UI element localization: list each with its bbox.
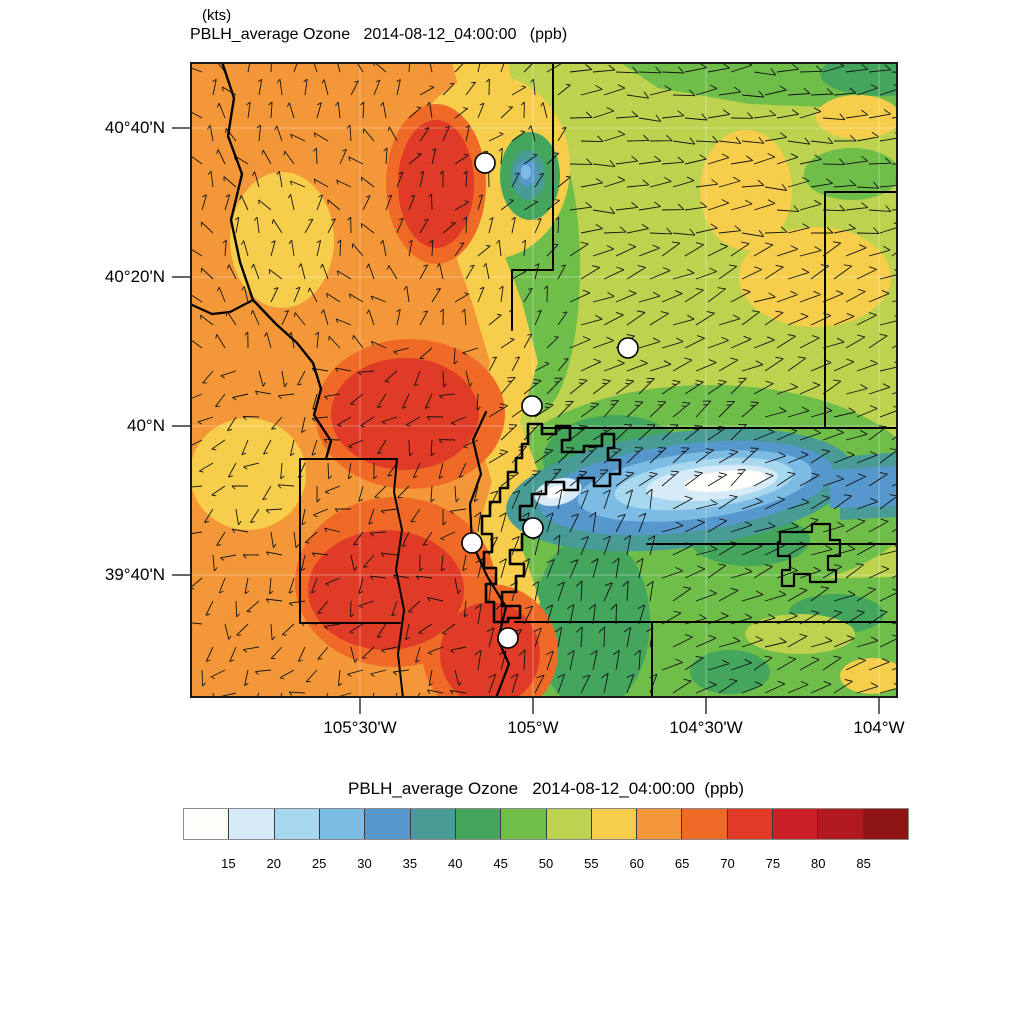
lon-tick-label: 105°W xyxy=(507,718,559,737)
station-marker xyxy=(617,337,639,359)
colorbar-tick-label: 65 xyxy=(674,856,690,871)
station-marker xyxy=(522,517,544,539)
colorbar-tick-label: 25 xyxy=(311,856,327,871)
colorbar-tick-label: 30 xyxy=(357,856,372,871)
colorbar-cell xyxy=(319,809,366,839)
colorbar-tick-label: 75 xyxy=(765,856,781,871)
lon-tick-label: 104°30'W xyxy=(669,718,743,737)
wind-units-label: (kts) xyxy=(202,7,232,24)
station-marker xyxy=(497,627,519,649)
colorbar-tick-label: 50 xyxy=(538,856,554,871)
lat-tick-label: 40°20'N xyxy=(104,267,165,286)
colorbar-tick-label: 40 xyxy=(448,856,463,871)
county-north xyxy=(511,62,554,331)
colorbar-title: PBLH_average Ozone 2014-08-12_04:00:00 (… xyxy=(348,779,744,798)
lon-tick xyxy=(359,698,361,714)
map-plot xyxy=(190,62,898,698)
colorbar-cell xyxy=(455,809,502,839)
colorbar-cell xyxy=(274,809,320,839)
graticule xyxy=(190,62,898,698)
colorbar-tick-label: 55 xyxy=(584,856,599,871)
city-boundary-denver xyxy=(480,422,622,624)
colorbar-cell xyxy=(184,809,230,839)
colorbar-cell xyxy=(365,809,411,839)
station-marker xyxy=(521,395,543,417)
colorbar-tick-label: 20 xyxy=(266,856,281,871)
colorbar-cell xyxy=(682,809,728,839)
colorbar xyxy=(183,808,909,840)
colorbar-tick-label: 15 xyxy=(221,856,236,871)
colorbar-cell xyxy=(818,809,864,839)
colorbar-tick-label: 80 xyxy=(811,856,826,871)
station-marker xyxy=(474,152,496,174)
lon-tick xyxy=(878,698,880,714)
county-east xyxy=(514,427,898,698)
colorbar-cell xyxy=(727,809,774,839)
lon-tick xyxy=(705,698,707,714)
station-markers xyxy=(461,152,639,649)
lon-tick-label: 104°W xyxy=(853,718,905,737)
map-canvas xyxy=(190,62,898,698)
lat-tick xyxy=(172,425,190,427)
lat-tick xyxy=(172,276,190,278)
wind-barbs xyxy=(190,62,898,698)
colorbar-tick-label: 60 xyxy=(629,856,644,871)
west-edge-line xyxy=(190,298,255,316)
colorbar-cell xyxy=(501,809,547,839)
county-ne xyxy=(824,191,898,429)
foothills-line xyxy=(468,410,511,698)
station-marker xyxy=(461,532,483,554)
colorbar-cell xyxy=(229,809,275,839)
lat-tick-label: 39°40'N xyxy=(104,565,165,584)
colorbar-cell xyxy=(863,809,908,839)
colorbar-cell xyxy=(773,809,819,839)
colorbar-cell xyxy=(591,809,638,839)
plot-title: PBLH_average Ozone 2014-08-12_04:00:00 (… xyxy=(190,26,568,43)
colorbar-cell xyxy=(637,809,683,839)
colorbar-cell xyxy=(546,809,592,839)
city-boundary-east xyxy=(776,522,842,588)
colorbar-tick-label: 45 xyxy=(493,856,508,871)
lon-tick-label: 105°30'W xyxy=(323,718,397,737)
colorbar-tick-label: 70 xyxy=(720,856,735,871)
lat-tick-label: 40°40'N xyxy=(104,118,165,137)
lat-tick xyxy=(172,127,190,129)
colorbar-tick-label: 35 xyxy=(402,856,418,871)
colorbar-cell xyxy=(410,809,456,839)
colorbar-tick-label: 85 xyxy=(856,856,871,871)
mountain-divide xyxy=(220,62,333,461)
lat-tick xyxy=(172,574,190,576)
ozone-field xyxy=(190,62,898,698)
county-box xyxy=(299,458,405,698)
lon-tick xyxy=(532,698,534,714)
lat-tick-label: 40°N xyxy=(127,416,165,435)
map-border xyxy=(190,62,898,698)
boundary-lines xyxy=(190,62,898,698)
